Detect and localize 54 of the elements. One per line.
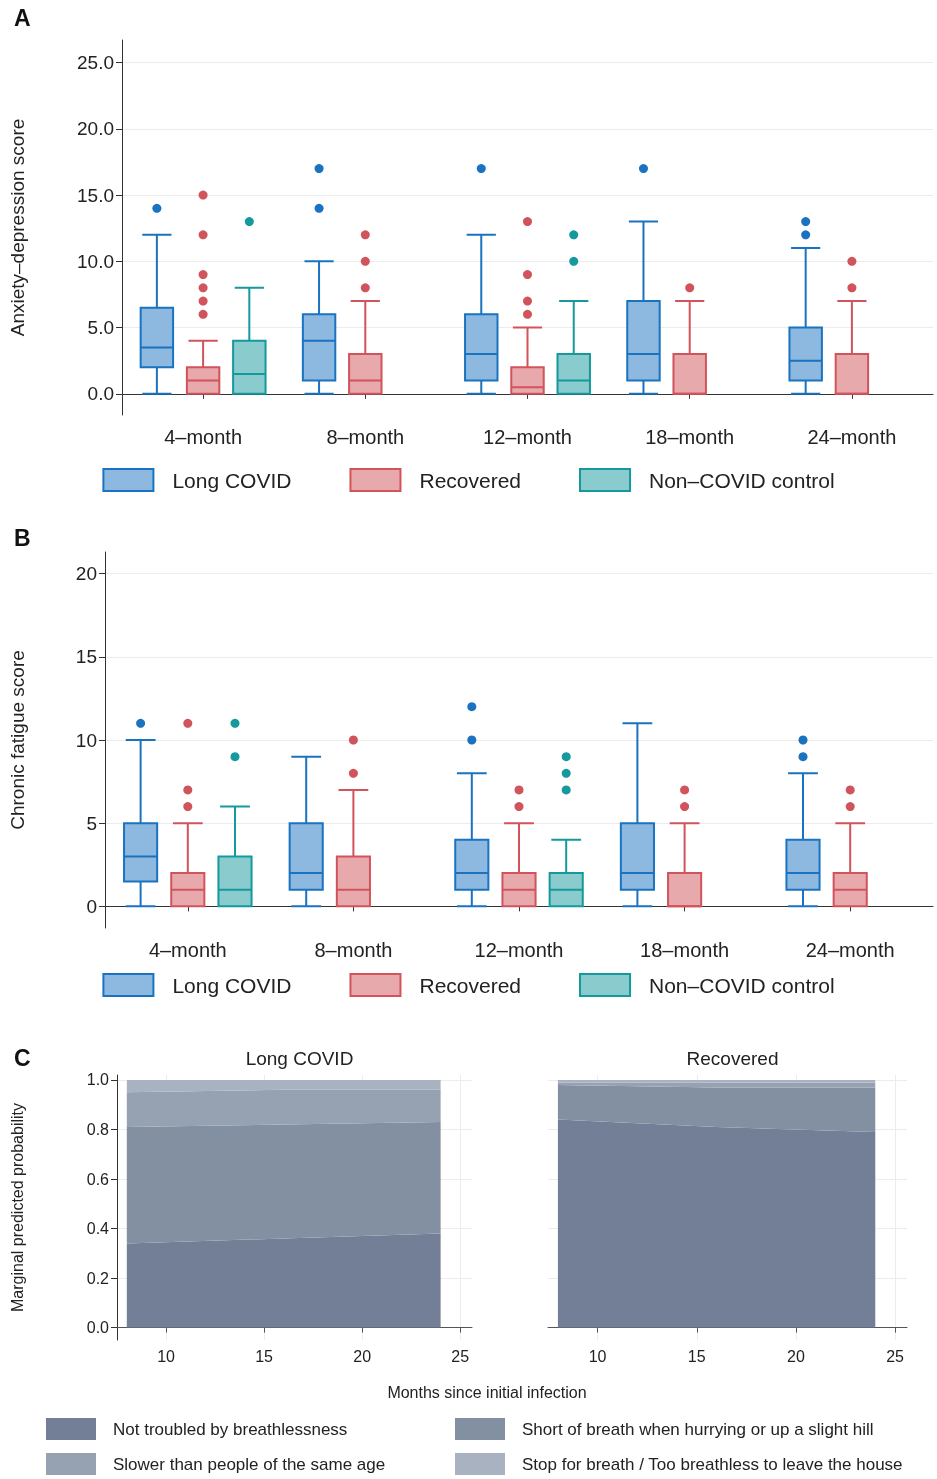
x-tick-label: 4–month [148, 939, 227, 961]
y-axis-title: Chronic fatigue score [7, 650, 28, 830]
y-tick-label: 0 [86, 895, 97, 917]
y-tick-label: 0.6 [86, 1170, 110, 1188]
y-axis-title: Marginal predicted probability [8, 1103, 26, 1312]
y-tick-label: 0.8 [86, 1120, 110, 1138]
x-tick-label: 18–month [645, 426, 735, 448]
x-tick-label: 8–month [314, 939, 393, 961]
y-tick-label: 0.0 [86, 1319, 110, 1337]
legend-label: Recovered [419, 973, 522, 997]
y-tick-label: 15 [75, 646, 97, 668]
legend-label: Non–COVID control [649, 973, 835, 997]
x-tick-label: 18–month [640, 939, 730, 961]
text: A [14, 4, 31, 31]
x-tick-label: 12–month [483, 426, 572, 448]
y-tick-label: 10 [75, 729, 97, 751]
x-tick-label: 10 [157, 1347, 176, 1365]
text: B [14, 524, 31, 551]
x-tick-label: 10 [588, 1347, 607, 1365]
y-tick-label: 0.0 [87, 383, 114, 405]
chart-title: Recovered [686, 1048, 779, 1069]
legend-label: Slower than people of the same age [113, 1454, 386, 1474]
text: C [14, 1044, 31, 1071]
y-tick-label: 0.4 [86, 1220, 110, 1238]
x-tick-label: 25 [886, 1347, 905, 1365]
y-tick-label: 15.0 [77, 184, 114, 206]
x-tick-label: 20 [787, 1347, 805, 1365]
legend-label: Non–COVID control [649, 468, 835, 492]
x-tick-label: 24–month [805, 939, 895, 961]
y-tick-label: 0.2 [86, 1269, 110, 1287]
y-tick-label: 25.0 [77, 52, 114, 74]
chart-title: Long COVID [245, 1048, 354, 1069]
y-tick-label: 1.0 [86, 1071, 110, 1089]
legend-label: Short of breath when hurrying or up a slight hill [522, 1419, 874, 1439]
x-tick-label: 20 [353, 1347, 372, 1365]
y-tick-label: 5 [86, 812, 97, 834]
x-tick-label: 4–month [164, 426, 243, 448]
legend-label: Long COVID [172, 468, 292, 492]
legend-label: Long COVID [172, 973, 292, 997]
x-tick-label: 15 [687, 1347, 706, 1365]
y-tick-label: 5.0 [87, 317, 114, 339]
y-tick-label: 20 [75, 563, 97, 585]
x-axis-title: Months since initial infection [387, 1383, 587, 1401]
x-tick-label: 15 [255, 1347, 274, 1365]
x-tick-label: 24–month [807, 426, 897, 448]
x-tick-label: 25 [451, 1347, 470, 1365]
legend-label: Stop for breath / Too breathless to leave the house [522, 1454, 903, 1474]
y-tick-label: 20.0 [77, 118, 114, 140]
legend-label: Recovered [419, 468, 522, 492]
x-tick-label: 12–month [474, 939, 564, 961]
legend-label: Not troubled by breathlessness [113, 1419, 348, 1439]
x-tick-label: 8–month [326, 426, 405, 448]
y-axis-title: Anxiety–depression score [7, 118, 28, 337]
y-tick-label: 10.0 [77, 250, 114, 272]
